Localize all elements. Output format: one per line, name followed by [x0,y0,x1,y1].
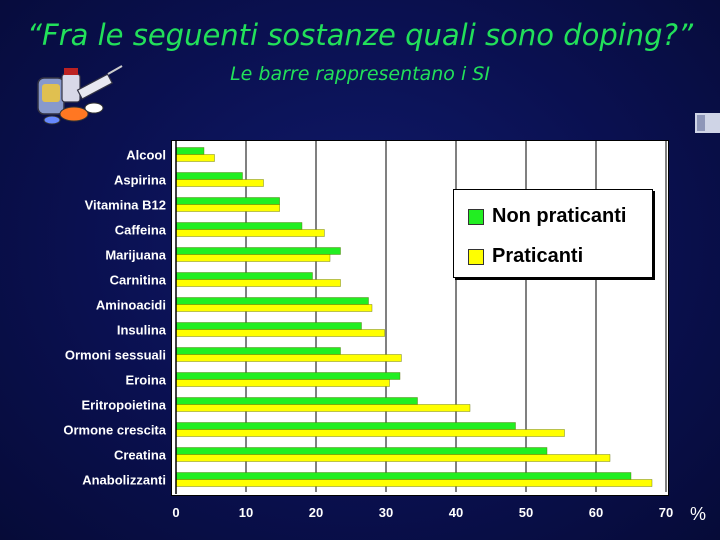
x-tick-label: 10 [239,505,253,520]
bar-praticanti [175,404,471,412]
x-tick-label: 70 [659,505,673,520]
bar-non-praticanti [175,397,418,405]
medicine-clipart-icon [37,65,123,125]
bar-non-praticanti [175,197,280,205]
category-label: Carnitina [110,273,167,288]
bar-non-praticanti [175,472,632,480]
bar-non-praticanti [175,447,548,455]
legend: Non praticanti Praticanti [453,189,653,278]
x-tick-label: 0 [172,505,179,520]
bar-praticanti [175,204,280,212]
slide-title: “Fra le seguenti sostanze quali sono dop… [26,18,693,52]
bar-praticanti [175,229,325,237]
bar-non-praticanti [175,347,341,355]
category-label: Marijuana [105,248,166,263]
legend-swatch-praticanti [468,248,484,265]
slide-subtitle: Le barre rappresentano i SI [230,63,490,85]
category-label: Insulina [117,323,167,338]
axis-unit-label: % [690,504,707,524]
bar-praticanti [175,379,390,387]
x-tick-label: 40 [449,505,463,520]
category-label: Eroina [126,373,167,388]
bar-praticanti [175,479,653,487]
bar-non-praticanti [175,147,205,155]
category-label: Anabolizzanti [82,473,166,488]
category-label: Aspirina [114,173,167,188]
bar-non-praticanti [175,322,362,330]
bar-praticanti [175,354,402,362]
bar-praticanti [175,179,264,187]
x-tick-label: 20 [309,505,323,520]
bar-praticanti [175,279,341,287]
legend-label-non-praticanti: Non praticanti [492,205,627,227]
bar-praticanti [175,154,215,162]
legend-item-non-praticanti: Non praticanti [468,205,626,228]
bar-non-praticanti [175,422,516,430]
bar-non-praticanti [175,272,313,280]
bar-non-praticanti [175,297,369,305]
bar-non-praticanti [175,247,341,255]
category-label: Caffeina [115,223,167,238]
category-label: Aminoacidi [96,298,166,313]
legend-label-praticanti: Praticanti [492,245,584,267]
bar-praticanti [175,329,385,337]
bar-praticanti [175,254,331,262]
legend-item-praticanti: Praticanti [468,245,583,268]
legend-swatch-non-praticanti [468,208,484,225]
bar-non-praticanti [175,372,401,380]
category-label: Creatina [114,448,167,463]
decorative-bar-icon [695,113,720,133]
x-tick-label: 50 [519,505,533,520]
x-tick-label: 30 [379,505,393,520]
bar-non-praticanti [175,222,303,230]
bar-praticanti [175,429,565,437]
bar-praticanti [175,454,611,462]
category-label: Alcool [126,148,166,163]
bar-non-praticanti [175,172,243,180]
bar-praticanti [175,304,373,312]
x-tick-label: 60 [589,505,603,520]
category-label: Eritropoietina [81,398,166,413]
category-label: Ormoni sessuali [65,348,166,363]
category-label: Vitamina B12 [85,198,166,213]
category-label: Ormone crescita [63,423,166,438]
